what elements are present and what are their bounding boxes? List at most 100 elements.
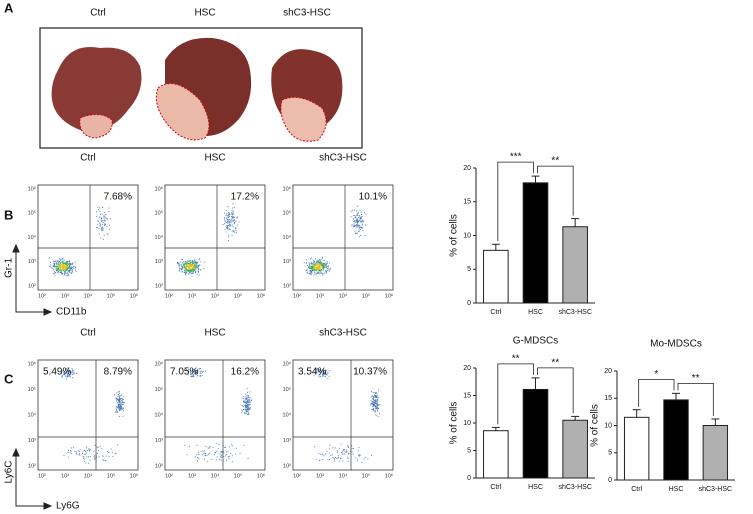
event-dot	[181, 266, 183, 268]
event-dot	[310, 274, 312, 276]
event-dot	[197, 265, 199, 267]
event-dot	[53, 271, 56, 273]
event-dot	[53, 261, 56, 263]
event-dot	[249, 397, 251, 399]
event-dot	[227, 216, 229, 218]
event-dot	[115, 452, 117, 454]
event-dot	[351, 448, 353, 450]
event-dot	[224, 229, 226, 231]
event-dot	[322, 370, 324, 372]
event-dot	[65, 272, 67, 274]
event-dot	[312, 269, 314, 271]
event-dot	[99, 207, 101, 209]
event-dot	[326, 266, 328, 268]
event-dot	[119, 407, 121, 409]
significance-bracket	[497, 161, 534, 242]
event-dot	[247, 457, 249, 460]
event-dot	[57, 260, 59, 262]
event-dot	[119, 399, 121, 401]
event-dot	[226, 459, 228, 461]
y-tick-label: 0	[608, 477, 612, 484]
event-dot	[354, 231, 356, 233]
event-dot	[65, 264, 67, 266]
event-dot	[67, 273, 69, 275]
event-dot	[188, 260, 190, 262]
event-dot	[356, 459, 359, 461]
event-dot	[67, 262, 69, 264]
event-dot	[372, 401, 374, 403]
event-dot	[313, 267, 315, 269]
event-dot	[223, 217, 225, 219]
event-dot	[49, 257, 51, 259]
event-dot	[122, 410, 124, 412]
event-dot	[57, 261, 59, 263]
event-dot	[192, 369, 194, 371]
event-dot	[321, 256, 323, 258]
event-dot	[60, 269, 62, 271]
y-tick-label: 10	[604, 422, 612, 429]
event-dot	[212, 447, 214, 449]
event-dot	[234, 216, 236, 218]
event-dot	[358, 455, 361, 457]
event-dot	[184, 271, 186, 273]
event-dot	[101, 218, 103, 220]
event-dot	[93, 456, 95, 458]
event-dot	[108, 207, 110, 209]
event-dot	[189, 261, 191, 263]
event-dot	[116, 411, 118, 413]
event-dot	[50, 264, 52, 266]
event-dot	[313, 445, 315, 447]
event-dot	[328, 452, 330, 454]
event-dot	[328, 270, 330, 272]
event-dot	[356, 222, 358, 224]
event-dot	[112, 455, 114, 457]
event-dot	[72, 370, 74, 372]
event-dot	[313, 262, 315, 264]
event-dot	[95, 226, 97, 228]
event-dot	[63, 371, 65, 373]
event-dot	[241, 404, 243, 406]
event-dot	[120, 397, 122, 399]
event-dot	[66, 263, 69, 265]
event-dot	[53, 264, 55, 266]
event-dot	[329, 269, 331, 271]
event-dot	[87, 449, 89, 452]
flow-tick-label: 10⁵	[362, 472, 370, 479]
significance-label: **	[551, 156, 559, 167]
event-dot	[359, 217, 361, 219]
event-dot	[358, 216, 360, 218]
flow-tick-label: 10⁴	[28, 234, 37, 241]
event-dot	[379, 403, 381, 406]
event-dot	[66, 369, 68, 371]
gate-percent: 17.2%	[231, 192, 259, 203]
event-dot	[178, 269, 180, 271]
event-dot	[316, 272, 318, 274]
event-dot	[350, 210, 352, 212]
event-dot	[227, 222, 229, 224]
event-dot	[246, 399, 248, 401]
event-dot	[377, 397, 379, 399]
event-dot	[101, 223, 103, 225]
event-dot	[199, 370, 201, 372]
event-dot	[100, 223, 102, 225]
event-dot	[116, 401, 118, 403]
event-dot	[198, 368, 200, 370]
event-dot	[227, 218, 229, 220]
event-dot	[327, 269, 329, 271]
gate-percent: 5.49%	[43, 367, 71, 378]
event-dot	[356, 215, 358, 217]
event-dot	[195, 266, 198, 268]
event-dot	[118, 405, 120, 407]
event-dot	[65, 262, 67, 264]
plot-title: Ctrl	[80, 153, 96, 164]
event-dot	[361, 461, 363, 463]
event-dot	[82, 450, 84, 452]
bar	[663, 399, 689, 481]
event-dot	[309, 270, 311, 272]
significance-label: **	[692, 373, 700, 384]
event-dot	[356, 232, 358, 234]
event-dot	[341, 452, 343, 454]
event-dot	[318, 268, 320, 270]
event-dot	[102, 219, 104, 221]
y-tick-label: 5	[608, 450, 612, 457]
